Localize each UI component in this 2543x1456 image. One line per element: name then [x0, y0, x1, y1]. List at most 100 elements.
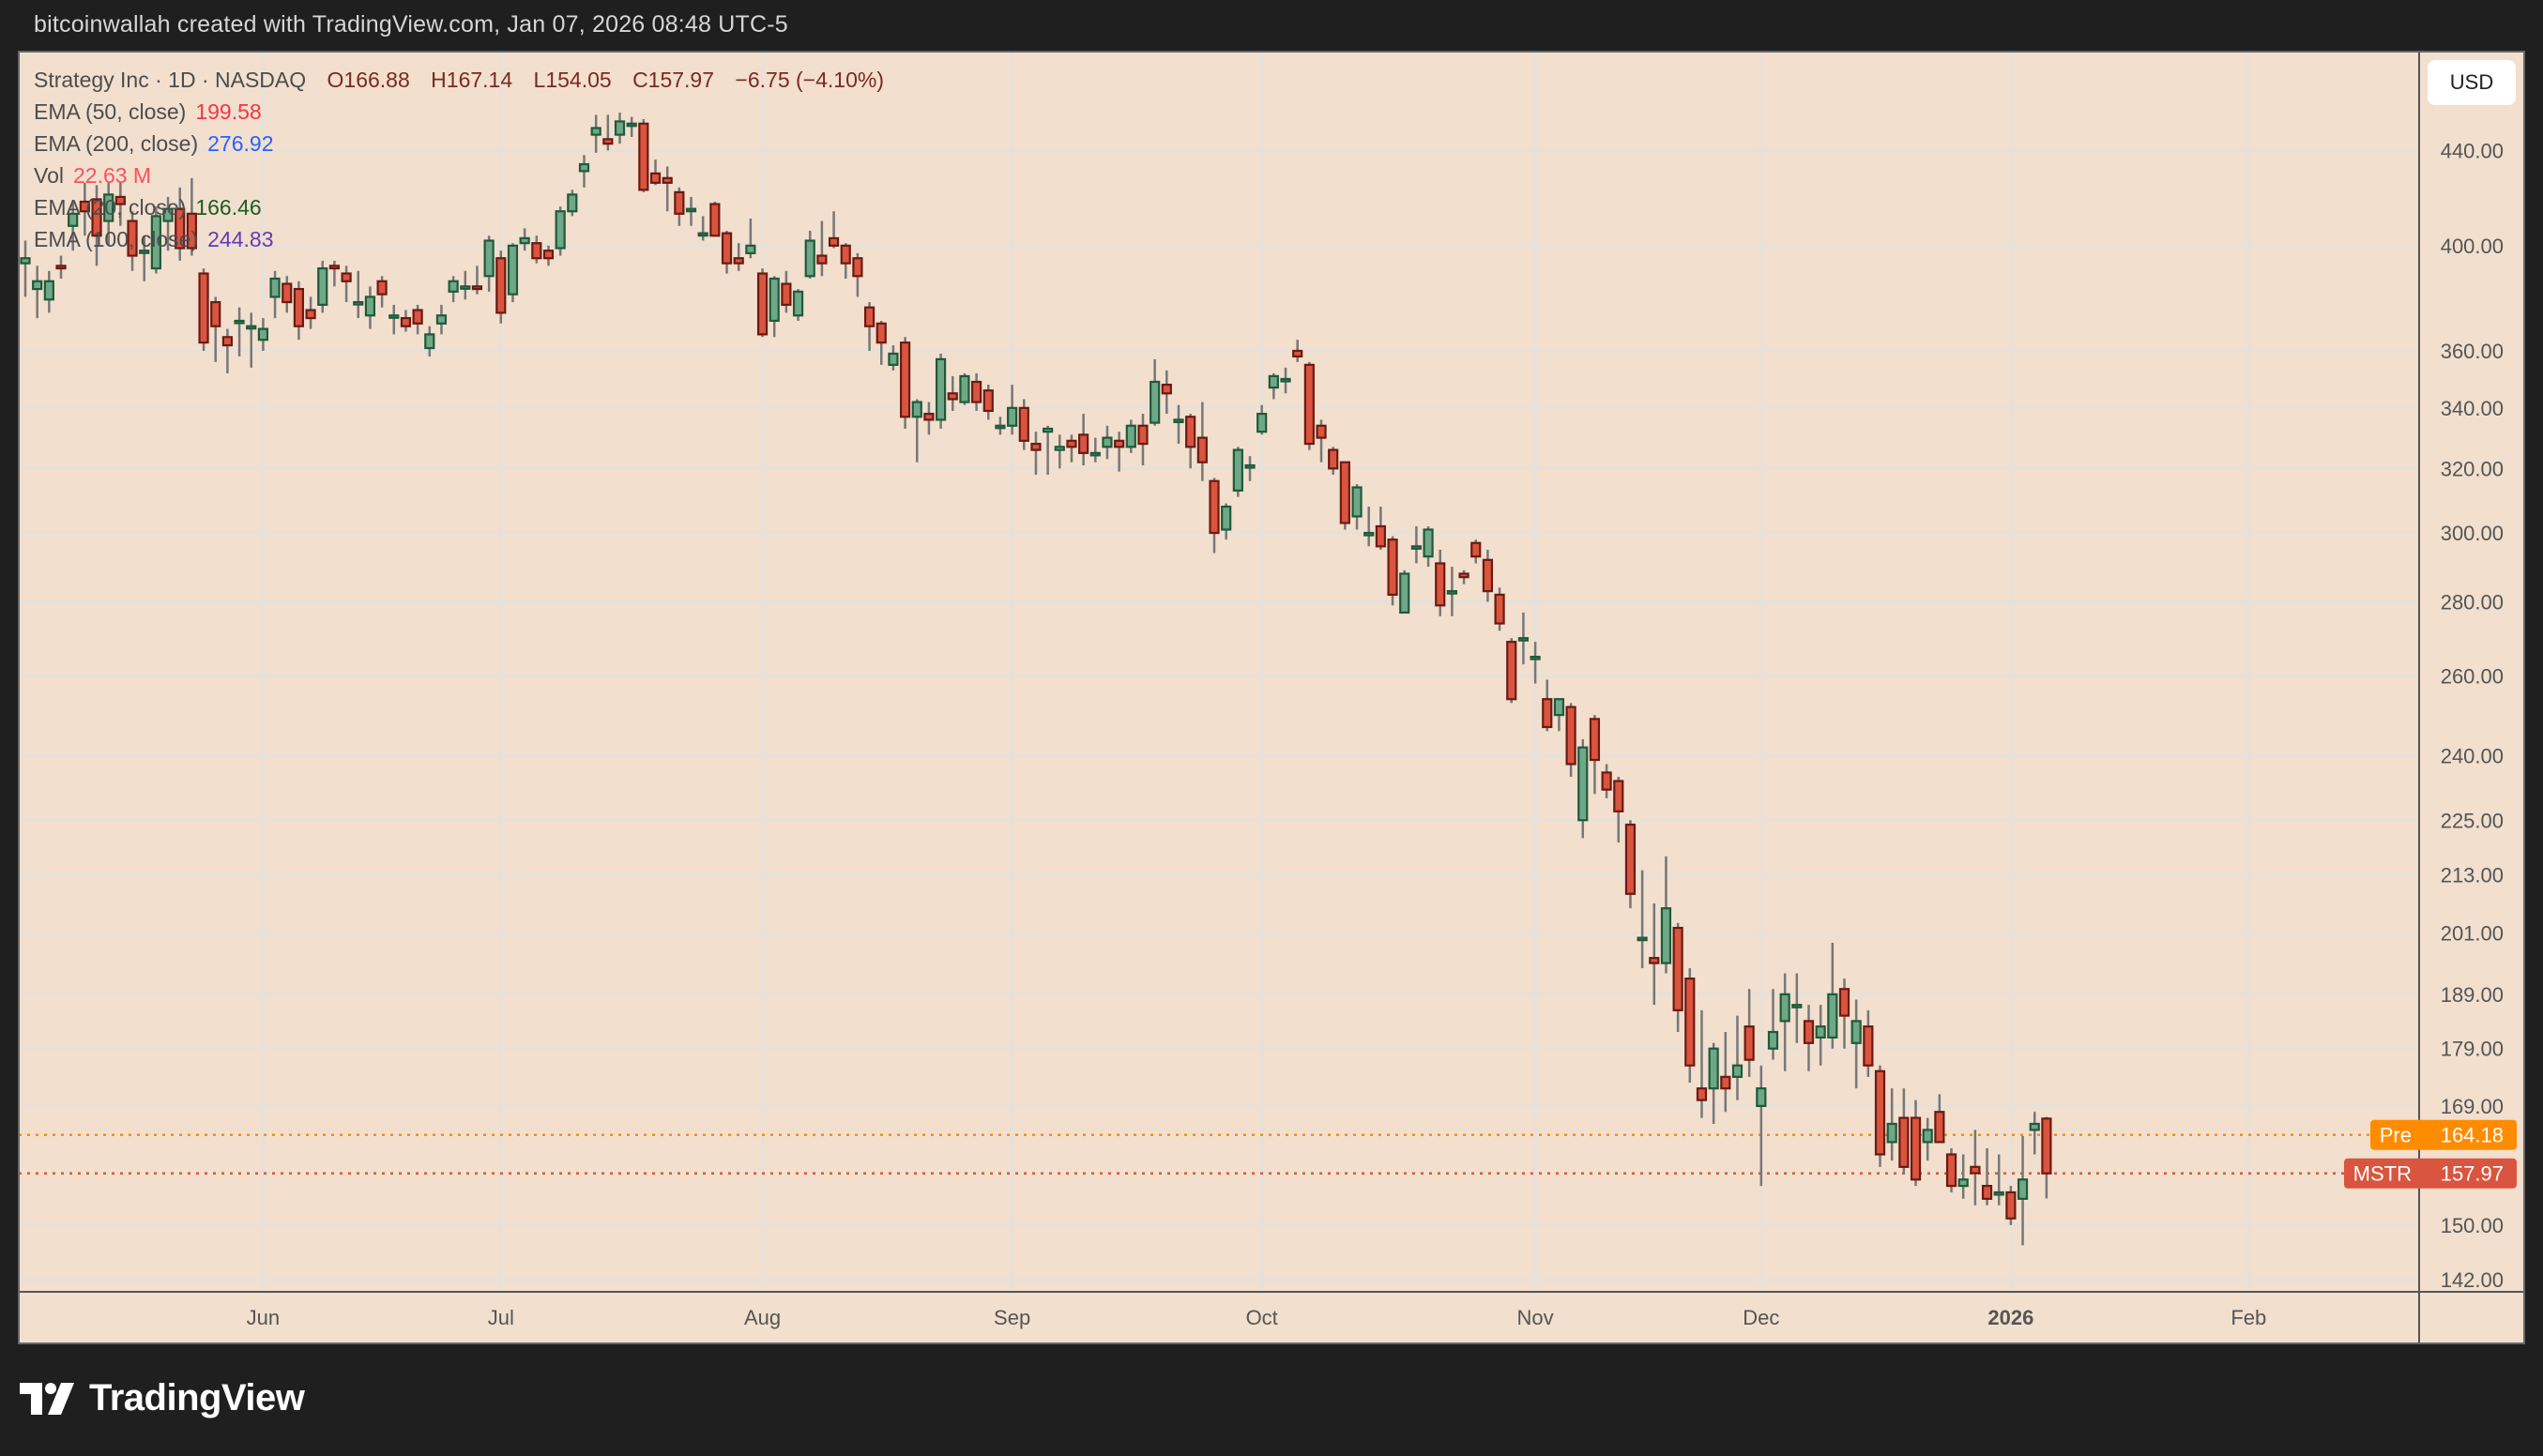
candle-up[interactable]: [1232, 447, 1243, 497]
candle-down[interactable]: [1018, 399, 1029, 450]
candle-up[interactable]: [435, 304, 448, 335]
candle-up[interactable]: [935, 353, 947, 429]
candle-down[interactable]: [662, 166, 673, 212]
candle-down[interactable]: [602, 114, 614, 151]
candle-down[interactable]: [114, 182, 126, 226]
candle-down[interactable]: [221, 328, 233, 373]
candle-down[interactable]: [852, 252, 863, 297]
candle-down[interactable]: [1303, 361, 1315, 450]
candle-down[interactable]: [198, 268, 209, 351]
candle-down[interactable]: [863, 302, 876, 351]
candle-up[interactable]: [1815, 1005, 1826, 1066]
candle-down[interactable]: [1589, 715, 1601, 795]
candle-up[interactable]: [1993, 1154, 2004, 1206]
candle-up[interactable]: [246, 312, 257, 368]
candle-down[interactable]: [1565, 703, 1576, 777]
candle-down[interactable]: [305, 296, 316, 329]
candle-up[interactable]: [139, 235, 150, 281]
candle-down[interactable]: [1316, 419, 1327, 463]
candle-up[interactable]: [20, 240, 31, 297]
candle-down[interactable]: [2005, 1186, 2017, 1225]
candle-up[interactable]: [1102, 425, 1113, 460]
candle-up[interactable]: [519, 228, 530, 251]
candle-down[interactable]: [1196, 402, 1208, 481]
candle-up[interactable]: [1517, 612, 1530, 665]
candle-up[interactable]: [1577, 738, 1589, 839]
candle-up[interactable]: [590, 114, 601, 153]
candle-down[interactable]: [1435, 549, 1446, 616]
candle-down[interactable]: [1078, 414, 1089, 466]
candle-down[interactable]: [840, 243, 851, 280]
candle-up[interactable]: [2029, 1112, 2040, 1155]
candle-down[interactable]: [175, 187, 186, 261]
candle-up[interactable]: [911, 399, 922, 463]
candle-down[interactable]: [282, 276, 293, 313]
legend-ema100[interactable]: EMA (100, close) 244.83: [34, 223, 884, 255]
chart-panel[interactable]: [19, 52, 2524, 1343]
candle-up[interactable]: [1553, 698, 1565, 732]
candle-up[interactable]: [1791, 973, 1803, 1043]
candle-down[interactable]: [127, 211, 138, 271]
candle-down[interactable]: [1339, 461, 1350, 530]
candle-down[interactable]: [412, 304, 423, 335]
candle-up[interactable]: [995, 417, 1006, 435]
candle-up[interactable]: [804, 231, 815, 280]
candle-up[interactable]: [792, 289, 804, 321]
candle-down[interactable]: [1542, 679, 1553, 732]
candle-down[interactable]: [1838, 978, 1850, 1049]
candle-up[interactable]: [1173, 404, 1184, 445]
candle-up[interactable]: [1089, 437, 1101, 463]
candle-up[interactable]: [567, 190, 578, 217]
candle-down[interactable]: [1494, 587, 1505, 631]
candle-down[interactable]: [982, 385, 994, 420]
candle-down[interactable]: [1114, 432, 1125, 472]
candle-up[interactable]: [1660, 856, 1672, 974]
candle-down[interactable]: [1910, 1100, 1922, 1187]
candle-down[interactable]: [1137, 414, 1149, 466]
candle-down[interactable]: [1066, 434, 1077, 463]
candle-up[interactable]: [1256, 404, 1268, 435]
candle-up[interactable]: [578, 155, 590, 188]
candle-up[interactable]: [1221, 503, 1232, 540]
candle-up[interactable]: [1708, 1042, 1719, 1124]
candle-down[interactable]: [1945, 1147, 1957, 1192]
candle-up[interactable]: [959, 372, 970, 405]
candle-up[interactable]: [269, 270, 281, 319]
candle-down[interactable]: [1506, 638, 1517, 704]
candle-down[interactable]: [542, 245, 555, 266]
candle-up[interactable]: [424, 326, 435, 356]
candle-down[interactable]: [733, 243, 744, 271]
legend-volume[interactable]: Vol 22.63 M: [34, 159, 884, 191]
candle-up[interactable]: [1756, 1065, 1767, 1187]
candle-down[interactable]: [674, 187, 685, 226]
candle-down[interactable]: [1292, 340, 1303, 362]
candle-up[interactable]: [1957, 1154, 1969, 1199]
candle-up[interactable]: [614, 113, 626, 144]
candle-down[interactable]: [1470, 539, 1482, 564]
candle-down[interactable]: [1209, 478, 1220, 554]
candle-up[interactable]: [769, 276, 780, 338]
candle-up[interactable]: [888, 345, 899, 371]
candle-down[interactable]: [1613, 776, 1624, 843]
candle-down[interactable]: [471, 265, 483, 295]
candle-down[interactable]: [781, 270, 792, 313]
candle-down[interactable]: [1803, 1005, 1815, 1071]
candle-down[interactable]: [1185, 414, 1196, 469]
candle-up[interactable]: [745, 218, 756, 259]
candle-up[interactable]: [685, 196, 697, 226]
candle-down[interactable]: [1161, 370, 1172, 415]
candle-up[interactable]: [150, 206, 161, 274]
candle-down[interactable]: [91, 185, 102, 266]
candle-down[interactable]: [1684, 968, 1696, 1083]
candle-up[interactable]: [317, 260, 328, 313]
legend-ema20[interactable]: EMA (20, close) 166.46: [34, 191, 884, 223]
candle-down[interactable]: [876, 320, 887, 365]
candle-up[interactable]: [1779, 973, 1790, 1071]
candle-up[interactable]: [1043, 425, 1054, 476]
candle-up[interactable]: [162, 196, 174, 251]
candle-down[interactable]: [1744, 989, 1755, 1077]
currency-button[interactable]: USD: [2428, 60, 2516, 105]
candle-up[interactable]: [448, 276, 459, 303]
candle-up[interactable]: [1363, 507, 1375, 547]
candle-up[interactable]: [1731, 1015, 1744, 1100]
